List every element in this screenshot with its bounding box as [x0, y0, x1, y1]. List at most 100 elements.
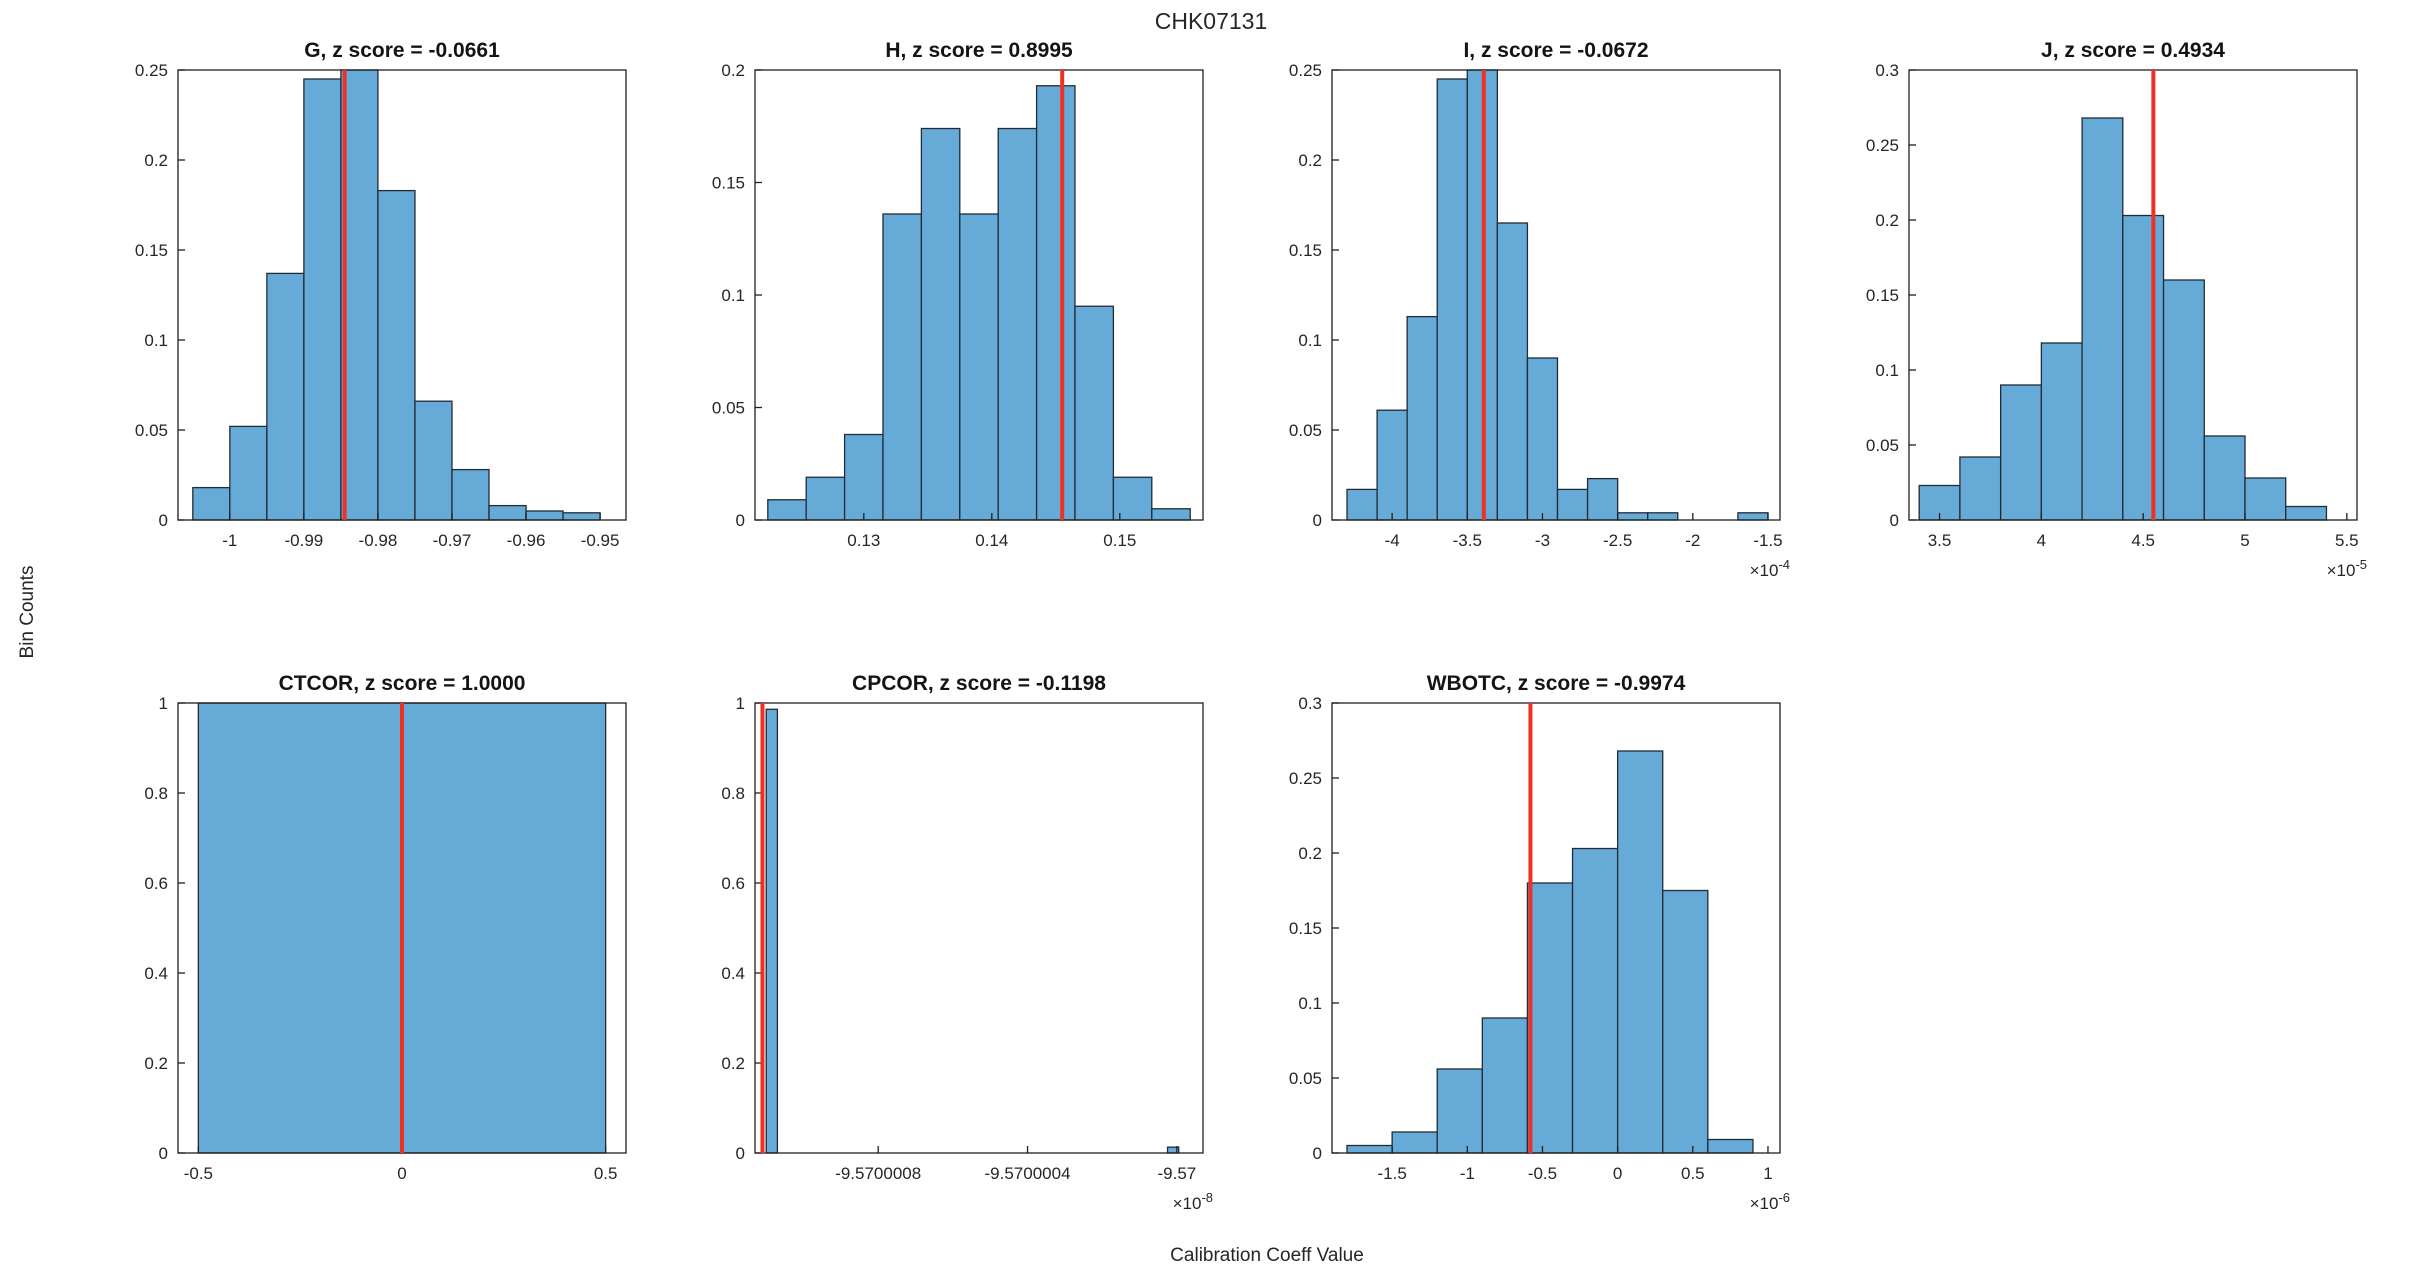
svg-text:0.05: 0.05 [1289, 421, 1322, 440]
svg-text:-9.5700004: -9.5700004 [985, 1164, 1071, 1183]
svg-text:0: 0 [159, 1144, 168, 1163]
svg-text:0.2: 0.2 [1875, 211, 1899, 230]
subplot-ctcor: CTCOR, z score = 1.0000 -0.5 0 0.5 0 0.2 0.4 0… [103, 668, 641, 1228]
svg-text:0.8: 0.8 [144, 784, 168, 803]
subplot-i: I, z score = -0.0672 -4 -3.5 -3 -2.5 -2 -1.5 0… [1257, 35, 1795, 595]
subplot-j-title: J, z score = 0.4934 [2041, 39, 2225, 62]
svg-text:-0.97: -0.97 [433, 531, 472, 550]
svg-text:-0.98: -0.98 [359, 531, 398, 550]
svg-text:0.14: 0.14 [975, 531, 1008, 550]
figure-title: CHK07131 [1154, 8, 1268, 34]
svg-text:-1.5: -1.5 [1377, 1164, 1406, 1183]
subplot-i-title: I, z score = -0.0672 [1463, 39, 1649, 62]
svg-text:4.5: 4.5 [2131, 531, 2155, 550]
svg-text:-0.5: -0.5 [1528, 1164, 1557, 1183]
svg-text:-3: -3 [1535, 531, 1550, 550]
svg-text:0.25: 0.25 [1289, 61, 1322, 80]
svg-text:0: 0 [1313, 1144, 1322, 1163]
subplot-cpcor-histogram: -9.5700008 -9.5700004 -9.57 0 0.2 0.4 0.6 0.8 1 ×… [721, 694, 1213, 1213]
svg-text:×10-5: ×10-5 [2327, 557, 2367, 580]
svg-text:-0.99: -0.99 [285, 531, 324, 550]
svg-text:-0.5: -0.5 [184, 1164, 213, 1183]
svg-text:5.5: 5.5 [2335, 531, 2359, 550]
subplot-cpcor-title: CPCOR, z score = -0.1198 [852, 672, 1106, 695]
svg-text:-1.5: -1.5 [1753, 531, 1782, 550]
svg-text:1: 1 [159, 694, 168, 713]
subplot-j: J, z score = 0.4934 3.5 4 4.5 5 5.5 0 0.05 0.1 0… [1834, 35, 2372, 595]
svg-text:0.3: 0.3 [1298, 694, 1322, 713]
svg-text:0.15: 0.15 [1103, 531, 1136, 550]
svg-text:0.1: 0.1 [144, 331, 168, 350]
svg-text:0: 0 [1313, 511, 1322, 530]
svg-text:0.1: 0.1 [1298, 994, 1322, 1013]
svg-text:0: 0 [736, 511, 745, 530]
svg-text:0.05: 0.05 [135, 421, 168, 440]
svg-text:0.2: 0.2 [1298, 844, 1322, 863]
svg-text:0: 0 [736, 1144, 745, 1163]
subplot-g: G, z score = -0.0661 -1 -0.99 -0.98 -0.97 -0… [103, 35, 641, 595]
subplot-g-title: G, z score = -0.0661 [304, 39, 500, 62]
svg-text:0.25: 0.25 [1289, 769, 1322, 788]
svg-text:0.05: 0.05 [712, 399, 745, 418]
svg-text:0.25: 0.25 [1866, 136, 1899, 155]
svg-text:1: 1 [1763, 1164, 1772, 1183]
svg-text:×10-8: ×10-8 [1173, 1190, 1213, 1213]
svg-text:-2: -2 [1685, 531, 1700, 550]
svg-text:0.2: 0.2 [1298, 151, 1322, 170]
svg-text:0: 0 [1613, 1164, 1622, 1183]
svg-text:0.5: 0.5 [1681, 1164, 1705, 1183]
subplot-ctcor-title: CTCOR, z score = 1.0000 [278, 672, 526, 695]
subplot-h: H, z score = 0.8995 0.13 0.14 0.15 0 0.05 0.1… [680, 35, 1218, 595]
svg-text:0.13: 0.13 [847, 531, 880, 550]
svg-text:0.15: 0.15 [1289, 919, 1322, 938]
subplot-i-histogram: -4 -3.5 -3 -2.5 -2 -1.5 0 0.05 0.1 0.15 0.2 0.25 ×10… [1289, 61, 1790, 580]
svg-text:-2.5: -2.5 [1603, 531, 1632, 550]
svg-text:0.15: 0.15 [712, 174, 745, 193]
subplot-j-histogram: 3.5 4 4.5 5 5.5 0 0.05 0.1 0.15 0.2 0.25 0.3 ×10-5 [1866, 61, 2367, 580]
svg-text:-9.5700008: -9.5700008 [835, 1164, 921, 1183]
subplot-wbotc-title: WBOTC, z score = -0.9974 [1426, 672, 1686, 695]
svg-text:0.15: 0.15 [1289, 241, 1322, 260]
svg-text:0.4: 0.4 [144, 964, 168, 983]
svg-text:5: 5 [2240, 531, 2249, 550]
svg-text:0.05: 0.05 [1289, 1069, 1322, 1088]
svg-text:0.1: 0.1 [1875, 361, 1899, 380]
svg-text:-0.96: -0.96 [507, 531, 546, 550]
svg-text:0.1: 0.1 [721, 286, 745, 305]
svg-text:0.2: 0.2 [721, 61, 745, 80]
svg-text:3.5: 3.5 [1928, 531, 1952, 550]
subplot-g-histogram: -1 -0.99 -0.98 -0.97 -0.96 -0.95 0 0.05 0.1 0.15 0… [135, 61, 627, 550]
svg-text:-4: -4 [1385, 531, 1400, 550]
svg-text:0.15: 0.15 [135, 241, 168, 260]
svg-text:0.1: 0.1 [1298, 331, 1322, 350]
svg-text:0: 0 [397, 1164, 406, 1183]
svg-text:0.2: 0.2 [144, 151, 168, 170]
svg-text:0.2: 0.2 [721, 1054, 745, 1073]
svg-text:0.4: 0.4 [721, 964, 745, 983]
svg-text:0.3: 0.3 [1875, 61, 1899, 80]
subplot-wbotc-histogram: -1.5 -1 -0.5 0 0.5 1 0 0.05 0.1 0.15 0.2 0.25 0.3 ×10… [1289, 694, 1790, 1213]
svg-text:-0.95: -0.95 [581, 531, 620, 550]
svg-text:0: 0 [159, 511, 168, 530]
svg-text:-1: -1 [1460, 1164, 1475, 1183]
subplot-h-title: H, z score = 0.8995 [885, 39, 1073, 62]
subplot-wbotc: WBOTC, z score = -0.9974 -1.5 -1 -0.5 0 0.5 1… [1257, 668, 1795, 1228]
svg-text:0.2: 0.2 [144, 1054, 168, 1073]
svg-text:0: 0 [1890, 511, 1899, 530]
svg-text:0.25: 0.25 [135, 61, 168, 80]
svg-text:0.05: 0.05 [1866, 436, 1899, 455]
svg-text:0.15: 0.15 [1866, 286, 1899, 305]
subplot-cpcor: CPCOR, z score = -0.1198 -9.5700008 -9.57… [680, 668, 1218, 1228]
svg-text:-9.57: -9.57 [1157, 1164, 1196, 1183]
svg-text:4: 4 [2037, 531, 2046, 550]
svg-text:0.6: 0.6 [721, 874, 745, 893]
figure-y-axis-label: Bin Counts [17, 565, 38, 659]
svg-text:0.5: 0.5 [594, 1164, 618, 1183]
subplot-h-histogram: 0.13 0.14 0.15 0 0.05 0.1 0.15 0.2 [712, 61, 1204, 550]
svg-text:×10-6: ×10-6 [1750, 1190, 1790, 1213]
figure-x-axis-label: Calibration Coeff Value [1170, 1245, 1364, 1266]
svg-text:0.6: 0.6 [144, 874, 168, 893]
svg-text:-3.5: -3.5 [1453, 531, 1482, 550]
svg-text:0.8: 0.8 [721, 784, 745, 803]
